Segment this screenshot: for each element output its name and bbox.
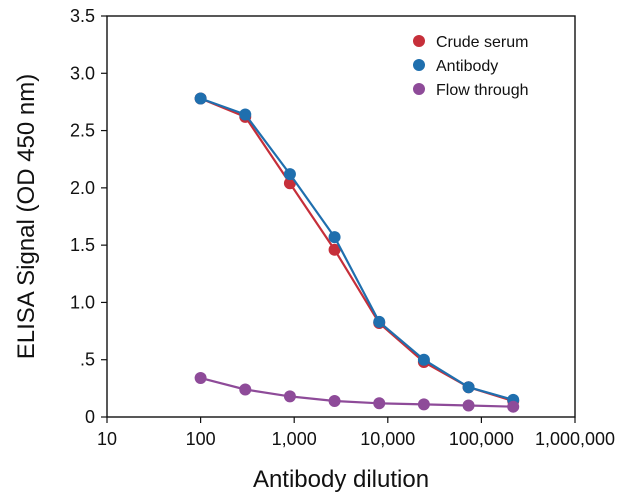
legend-marker — [413, 35, 425, 47]
data-point — [373, 315, 386, 328]
legend-layer: Crude serum Antibody Flow through — [413, 34, 529, 99]
y-tick-label: 1.0 — [70, 292, 95, 312]
data-point — [328, 243, 341, 256]
data-point — [417, 398, 430, 411]
x-tick-label: 1,000 — [272, 429, 317, 449]
legend-label: Flow through — [436, 82, 529, 99]
y-tick-label: 2.0 — [70, 178, 95, 198]
data-point — [417, 353, 430, 366]
data-point — [373, 397, 386, 410]
data-point — [328, 394, 341, 407]
x-tick-label: 1,000,000 — [535, 429, 615, 449]
data-point — [462, 399, 475, 412]
x-tick-label: 100,000 — [449, 429, 514, 449]
x-axis-title: Antibody dilution — [253, 466, 429, 493]
data-point — [194, 92, 207, 105]
plot-frame — [106, 15, 576, 418]
data-point — [283, 177, 296, 190]
data-point — [239, 108, 252, 121]
y-tick-label: 2.5 — [70, 121, 95, 141]
x-tick-label: 100 — [186, 429, 216, 449]
data-point — [194, 372, 207, 385]
y-tick-label: .5 — [80, 350, 95, 370]
legend-label: Antibody — [436, 58, 498, 75]
data-point — [239, 383, 252, 396]
series-layer — [194, 92, 520, 413]
legend-marker — [413, 59, 425, 71]
y-tick-label: 3.0 — [70, 63, 95, 83]
y-tick-label: 3.5 — [70, 6, 95, 26]
y-tick-label: 1.5 — [70, 235, 95, 255]
data-point — [283, 168, 296, 181]
series-line — [199, 97, 515, 403]
data-point — [507, 400, 520, 413]
data-point — [462, 381, 475, 394]
axes-layer: 0 .5 1.0 1.5 2.0 2.5 3.0 3.5 10 100 1,000 10,000 100… — [70, 6, 615, 449]
series-line — [199, 97, 515, 401]
series-line — [199, 376, 515, 408]
legend-label: Crude serum — [436, 34, 528, 51]
data-point — [328, 231, 341, 244]
y-axis-title: ELISA Signal (OD 450 nm) — [13, 74, 40, 359]
legend-marker — [413, 83, 425, 95]
y-tick-label: 0 — [85, 407, 95, 427]
data-point — [283, 390, 296, 403]
x-tick-label: 10,000 — [360, 429, 415, 449]
x-tick-label: 10 — [97, 429, 117, 449]
